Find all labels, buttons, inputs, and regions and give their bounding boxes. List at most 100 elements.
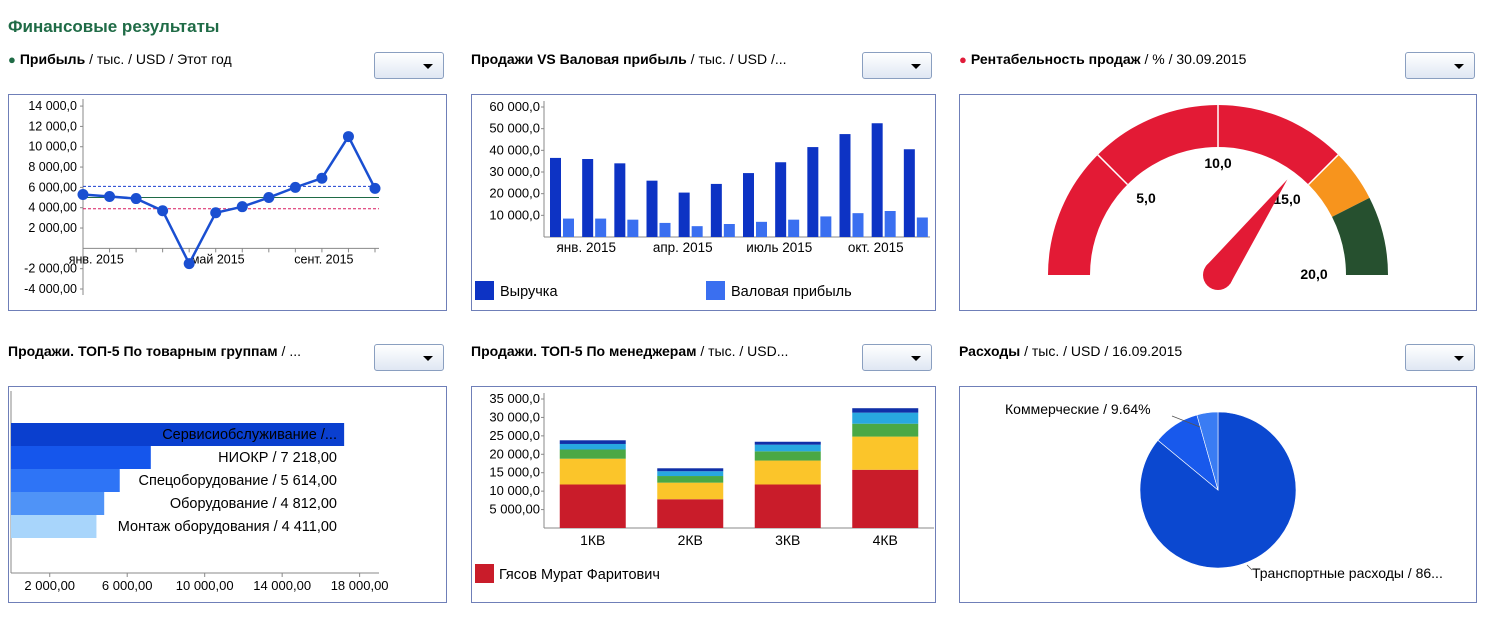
stacked-bar-segment [657, 471, 724, 477]
gauge-tick-label: 15,0 [1273, 191, 1300, 207]
bar [11, 469, 120, 492]
data-point [77, 188, 89, 200]
sales-vs-gross-bar-chart: 60 000,0 50 000,0 40 000,0 30 000,0 20 000,0… [475, 99, 930, 300]
bar [11, 423, 345, 446]
x-tick-label: 6 000,00 [102, 578, 153, 593]
legend-label: Валовая прибыль [731, 284, 852, 300]
period-dropdown-button[interactable] [374, 52, 444, 79]
gauge-band [1332, 197, 1388, 275]
period-dropdown-button[interactable] [862, 52, 932, 79]
bar [852, 213, 864, 237]
bar [903, 149, 915, 237]
bar [563, 218, 574, 237]
widget-title-bold: Продажи VS Валовая прибыль [471, 51, 687, 67]
bar [595, 218, 607, 237]
rentability-gauge-panel: 5,0 10,0 15,0 20,0 [959, 94, 1477, 311]
gauge-divider [1307, 154, 1339, 186]
data-point [130, 193, 142, 205]
legend-swatch [475, 564, 494, 583]
stacked-bar-segment [754, 460, 821, 485]
y-tick-label: 8 000,00 [28, 160, 77, 174]
widget-title-meta: / % / 30.09.2015 [1140, 51, 1247, 67]
period-dropdown-button[interactable] [862, 344, 932, 371]
rentability-gauge-chart: 5,0 10,0 15,0 20,0 [1048, 104, 1388, 290]
bar-label: Спецоборудование / 5 614,00 [139, 473, 337, 489]
bar [691, 226, 703, 237]
leader-line [1246, 564, 1253, 571]
y-tick-label: 25 000,0 [489, 428, 540, 443]
period-dropdown-button[interactable] [374, 344, 444, 371]
pie-slice [1196, 411, 1219, 491]
widget-title-meta: / тыс. / USD / 16.09.2015 [1020, 343, 1183, 359]
widget-title-meta: / тыс. / USD... [696, 343, 789, 359]
top5-managers-stacked-chart: 35 000,0 30 000,0 25 000,0 20 000,0 15 000,0… [475, 391, 934, 583]
bar [659, 222, 671, 237]
period-dropdown-button[interactable] [1405, 52, 1475, 79]
stacked-bar-segment [754, 451, 821, 461]
y-tick-label: 10 000,0 [28, 140, 77, 154]
stacked-bar-segment [657, 468, 724, 472]
gauge-divider [1097, 154, 1129, 186]
widget-title-top5-groups: Продажи. ТОП-5 По товарным группам / ... [8, 343, 358, 359]
data-point [210, 207, 222, 219]
gauge-band [1048, 104, 1339, 275]
widget-title-rentability: ● Рентабельность продаж / % / 30.09.2015 [959, 51, 1359, 67]
stacked-bar-segment [559, 443, 626, 450]
widget-title-meta: / ... [277, 343, 301, 359]
y-tick-label: -4 000,00 [24, 282, 77, 296]
y-tick-label: 20 000,0 [489, 446, 540, 461]
stacked-bar-segment [852, 469, 919, 528]
bar-label: Монтаж оборудования / 4 411,00 [118, 519, 337, 535]
profit-line-chart: 14 000,0 12 000,0 10 000,0 8 000,00 6 000,00… [24, 99, 381, 296]
y-tick-label: 12 000,0 [28, 119, 77, 133]
bar [646, 180, 658, 237]
bar [11, 446, 151, 469]
y-tick-label: 15 000,0 [489, 465, 540, 480]
expenses-pie-chart: Коммерческие / 9.64% Транспортные расходы… [1005, 401, 1443, 581]
stacked-bar-segment [559, 440, 626, 444]
data-point [316, 172, 328, 184]
stacked-bar-segment [657, 476, 724, 483]
widget-title-bold: Продажи. ТОП-5 По товарным группам [8, 343, 278, 359]
bar [11, 515, 97, 538]
chevron-down-icon [1454, 356, 1464, 361]
y-tick-label: 10 000,0 [489, 207, 540, 222]
x-tick-label: янв. 2015 [69, 252, 124, 266]
bar [807, 147, 819, 237]
bar [550, 157, 561, 237]
x-tick-label: 2 000,00 [24, 578, 75, 593]
stacked-bar-segment [754, 444, 821, 452]
legend-label: Выручка [500, 284, 558, 300]
gauge-tick-label: 20,0 [1300, 266, 1327, 282]
x-tick-label: сент. 2015 [294, 252, 353, 266]
sales-vs-gross-chart-panel: 60 000,0 50 000,0 40 000,0 30 000,0 20 000,0… [471, 94, 936, 311]
stacked-bar-segment [852, 423, 919, 437]
legend-label: Гясов Мурат Фаритович [499, 567, 660, 583]
stacked-bar-segment [657, 499, 724, 528]
stacked-bar-segment [754, 441, 821, 445]
y-tick-label: 60 000,0 [489, 99, 540, 114]
chevron-down-icon [423, 64, 433, 69]
widget-title-expenses: Расходы / тыс. / USD / 16.09.2015 [959, 343, 1359, 359]
period-dropdown-button[interactable] [1405, 344, 1475, 371]
chevron-down-icon [423, 356, 433, 361]
widget-title-meta: / тыс. / USD / Этот год [85, 51, 232, 67]
y-tick-label: 35 000,0 [489, 391, 540, 406]
data-point [157, 205, 169, 217]
expenses-pie-panel: Коммерческие / 9.64% Транспортные расходы… [959, 386, 1477, 603]
x-tick-label: май 2015 [191, 252, 245, 266]
data-point [183, 258, 195, 270]
gauge-tick-label: 10,0 [1204, 155, 1231, 171]
bar [678, 192, 690, 237]
stacked-bar-segment [852, 436, 919, 470]
widget-title-bold: Расходы [959, 343, 1021, 359]
y-tick-label: -2 000,00 [24, 262, 77, 276]
widget-title-bold: Продажи. ТОП-5 По менеджерам [471, 343, 697, 359]
bar [723, 224, 735, 237]
bar [839, 134, 851, 237]
bar [871, 123, 883, 237]
leader-line [1171, 415, 1201, 428]
bar-label: Сервисиобслуживание /... [162, 427, 337, 443]
gauge-needle [1205, 179, 1288, 284]
bar-label: НИОКР / 7 218,00 [218, 450, 337, 466]
